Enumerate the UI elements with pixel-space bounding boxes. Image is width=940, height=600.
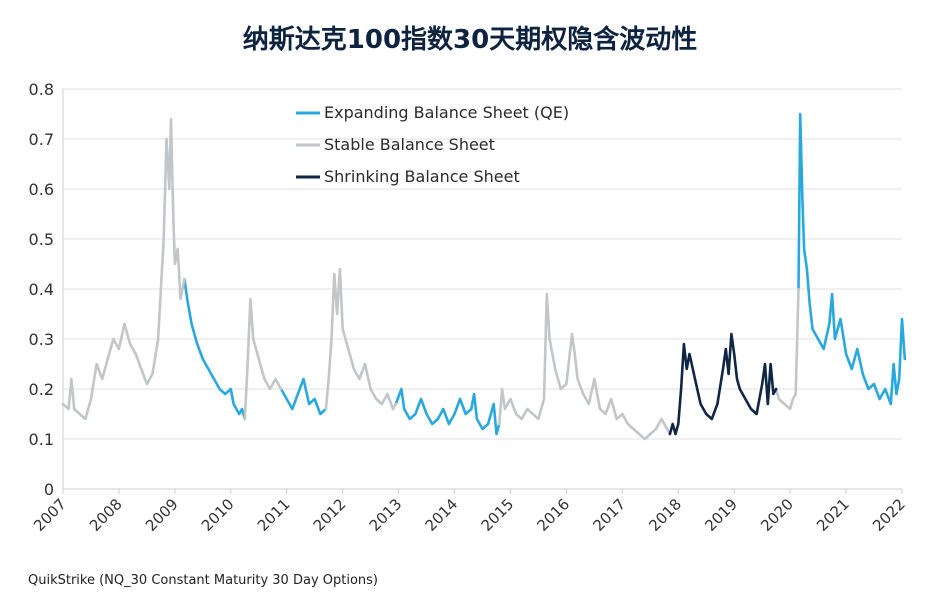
chart-title: 纳斯达克100指数30天期权隐含波动性 [243, 24, 697, 55]
y-tick-label: 0.4 [29, 280, 54, 299]
x-tick-label: 2020 [757, 495, 797, 535]
x-tick-label: 2012 [310, 495, 350, 535]
x-tick-label: 2009 [142, 495, 182, 535]
series-lines [61, 112, 907, 441]
series-line-1 [774, 287, 800, 411]
x-tick-label: 2007 [30, 495, 70, 535]
x-tick-label: 2008 [86, 495, 126, 535]
series-line-1 [498, 292, 672, 441]
x-tick-label: 2013 [366, 495, 406, 535]
x-tick-label: 2011 [254, 495, 294, 535]
series-line-0 [797, 112, 907, 406]
y-tick-label: 0.8 [29, 80, 54, 99]
y-tick-label: 0.2 [29, 380, 54, 399]
x-tick-label: 2022 [869, 495, 909, 535]
series-line-2 [668, 332, 778, 436]
source-note: QuikStrike (NQ_30 Constant Maturity 30 D… [28, 573, 378, 588]
y-tick-label: 0.3 [29, 330, 54, 349]
x-tick-label: 2014 [422, 495, 462, 535]
y-axis-ticks: 0 0.1 0.2 0.3 0.4 0.5 0.6 0.7 0.8 [29, 80, 54, 499]
series-line-0 [183, 277, 247, 421]
y-tick-label: 0.6 [29, 180, 54, 199]
series-line-0 [279, 377, 328, 416]
series-line-1 [61, 117, 186, 421]
x-tick-label: 2016 [533, 495, 573, 535]
legend-entry: Expanding Balance Sheet (QE) [324, 103, 569, 122]
y-tick-label: 0.5 [29, 230, 54, 249]
series-line-1 [324, 267, 398, 411]
legend-entry: Shrinking Balance Sheet [324, 167, 520, 186]
x-tick-label: 2019 [701, 495, 741, 535]
grid [62, 88, 902, 490]
x-tick-label: 2018 [645, 495, 685, 535]
x-tick-label: 2017 [589, 495, 629, 535]
y-tick-label: 0.1 [29, 430, 54, 449]
legend-entry: Stable Balance Sheet [324, 135, 495, 154]
x-axis-ticks: 2007 2008 2009 2010 2011 2012 2013 2014 2015 2016… [30, 489, 909, 535]
y-tick-label: 0.7 [29, 130, 54, 149]
x-tick-label: 2015 [478, 495, 518, 535]
series-line-1 [243, 297, 283, 421]
x-tick-label: 2021 [813, 495, 853, 535]
legend: Expanding Balance Sheet (QE) Stable Balan… [296, 103, 569, 186]
series-line-0 [394, 387, 501, 436]
y-tick-label: 0 [44, 480, 54, 499]
x-tick-label: 2010 [198, 495, 238, 535]
